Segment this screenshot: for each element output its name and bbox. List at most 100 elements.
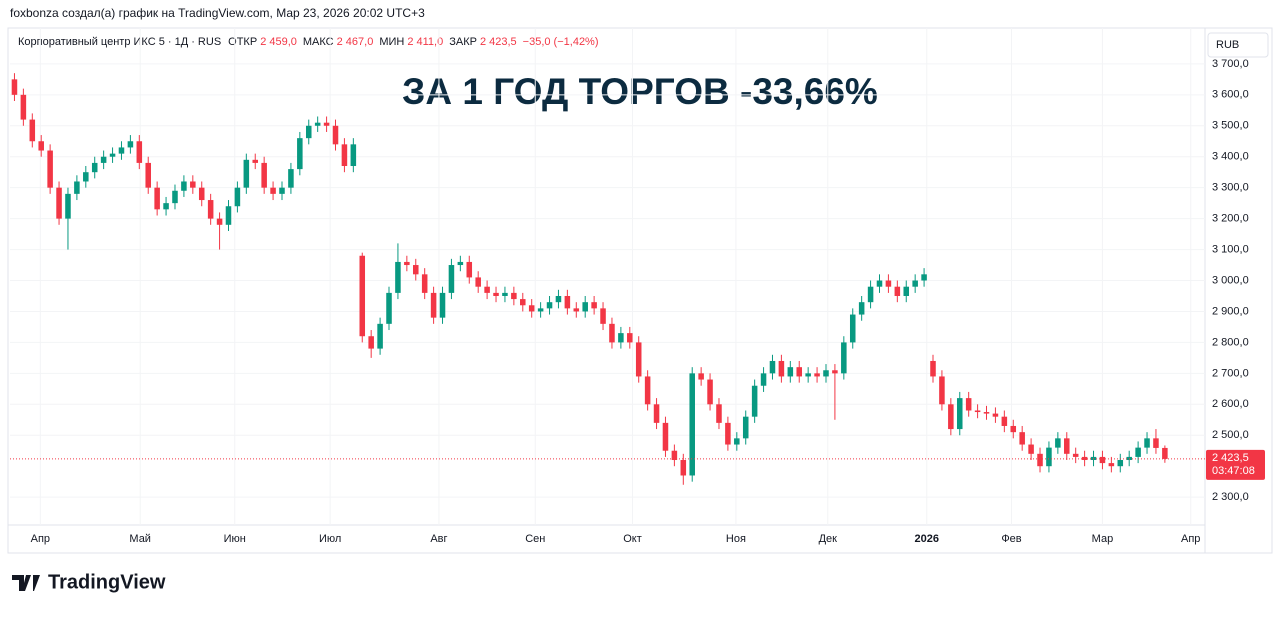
candle-body [261,162,267,188]
candle-body [635,342,642,377]
candle-body [742,416,749,439]
candle-body [841,342,847,374]
legend-change: −35,0 (−1,42%) [523,36,599,48]
x-tick-label: Мар [1092,533,1114,545]
candle-body [297,138,303,170]
candle-body [939,376,945,405]
currency-box[interactable] [1207,32,1269,58]
candle-body [413,265,419,275]
last-price-tag [1206,449,1265,480]
candle-body [216,218,223,225]
candle-body [546,302,553,309]
candle-body [484,286,490,293]
candle-body [965,398,972,411]
candle-body [948,404,954,430]
candle-body [974,410,981,413]
logo: TradingView [12,571,166,593]
candle-body [858,302,865,315]
legend-label: МИН [379,36,404,48]
candle-body [876,280,883,287]
candle-body [591,302,597,309]
x-tick-label: Авг [430,533,447,545]
y-tick-label: 2 900,0 [1212,305,1249,317]
candle-body [1037,453,1043,467]
candle-body [778,360,785,377]
candle-body [430,292,437,318]
candle-body [1046,447,1052,467]
candle-body [207,200,214,219]
candle-body [689,373,695,476]
candle-body [502,292,508,296]
candle-body [341,144,348,167]
candle-body [930,360,936,377]
legend-value: 2 467,0 [337,36,374,48]
candle-body [234,187,241,207]
candle-body [466,261,473,278]
y-tick-label: 3 700,0 [1212,58,1249,70]
legend: Корпоративный центр ИКС 5 · 1Д · RUS ОТКР… [18,36,599,48]
candle-body [921,274,927,281]
candle-body [662,422,669,451]
candle-body [56,187,62,219]
candle-body [796,367,802,377]
candle-body [288,169,294,188]
currency[interactable]: RUB [1216,39,1239,51]
x-tick-label: Апр [1181,533,1200,545]
candle-body [20,94,27,120]
candle-body [573,308,580,312]
candle-body [475,277,481,287]
candle-body [243,159,250,188]
x-tick-label: Май [129,533,151,545]
candle-body [91,162,98,173]
candle-body [145,162,151,188]
candle-body [1153,438,1159,448]
legend-label: ОТКР [228,36,257,48]
candle-body [609,323,615,343]
candle-body [1028,444,1034,454]
x-tick-label: Окт [623,533,642,545]
y-tick-label: 3 500,0 [1212,120,1249,132]
x-tick-label: Июл [319,533,341,545]
candle-body [421,274,428,293]
candle-body [671,450,678,461]
annotation: ЗА 1 ГОД ТОРГОВ -33,66% [402,71,878,112]
candle-body [644,376,651,405]
y-tick-label: 3 200,0 [1212,213,1249,225]
legend-value: 2 411,0 [407,36,443,48]
candle-body [323,122,330,126]
candle-body [1001,416,1008,426]
candle-body [912,280,918,287]
candle-body [38,141,44,151]
candle-body [537,308,544,312]
candle-body [118,147,125,154]
candle-body [163,203,169,210]
candle-body [359,255,366,337]
candle-body [867,286,874,303]
candle-body [100,156,107,163]
candle-body [404,261,410,266]
y-tick-label: 2 800,0 [1212,336,1249,348]
candle-body [1072,453,1079,457]
candle-body [29,119,36,142]
candle-body [1144,438,1150,448]
candle-body [564,295,571,309]
candle-body [1117,460,1124,467]
y-tick-label: 2 300,0 [1212,491,1249,503]
legend-value: 2 459,0 [260,36,297,48]
legend-value: 2 423,5 [480,36,517,48]
candle-body [814,373,820,377]
candle-body [600,308,606,324]
candle-body [74,181,80,194]
x-tick-label: Фев [1001,533,1021,545]
symbol: Корпоративный центр ИКС 5 · 1Д · RUS [18,36,221,48]
candle-body [332,125,339,145]
candle-body [956,398,963,430]
candle-body [511,292,517,300]
x-tick-label: Сен [525,533,545,545]
frame [7,27,1273,554]
candle-body [65,193,71,219]
candle-body [582,302,588,312]
candle-body [653,404,660,423]
